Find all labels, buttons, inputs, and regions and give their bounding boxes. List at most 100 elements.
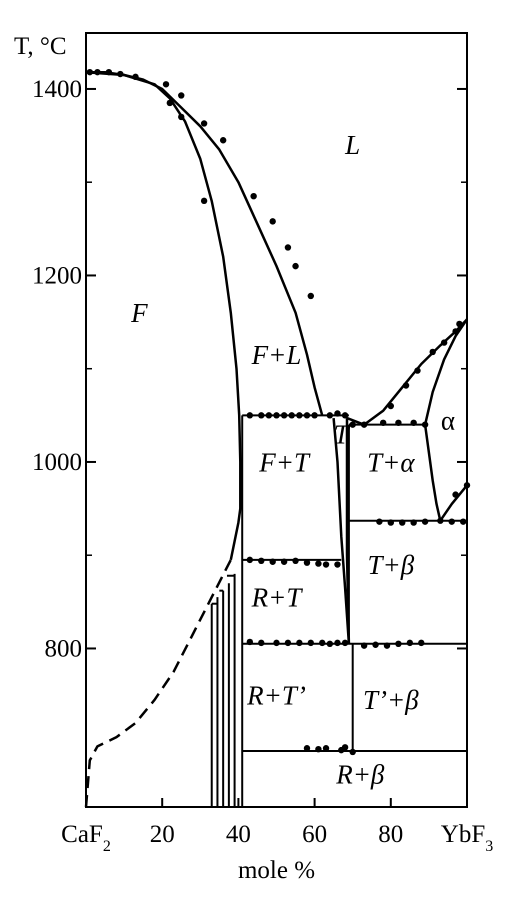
phase-label-8: T+β <box>367 550 414 580</box>
data-point-1 <box>94 68 101 76</box>
phase-label-9: R+T’ <box>246 680 306 710</box>
x-tick-label-subscript-0: 2 <box>103 838 111 855</box>
data-point-81 <box>341 744 349 751</box>
data-point-3 <box>117 70 124 78</box>
x-tick-label-3: 60 <box>302 821 327 848</box>
data-point-55 <box>280 558 288 565</box>
phase-boundary-8 <box>439 484 468 522</box>
data-point-60 <box>334 561 341 568</box>
data-point-42 <box>376 518 383 525</box>
data-point-67 <box>319 639 326 647</box>
phase-label-3: F+T <box>258 447 311 477</box>
data-point-58 <box>315 560 322 567</box>
data-point-16 <box>200 197 208 205</box>
y-tick-label-3: 1400 <box>32 76 82 103</box>
data-point-29 <box>349 421 356 428</box>
data-point-30 <box>360 421 368 428</box>
data-point-7 <box>200 120 208 127</box>
x-tick-label-2: 40 <box>226 821 251 848</box>
phase-label-6: α <box>441 405 455 435</box>
data-point-25 <box>311 412 318 419</box>
data-point-59 <box>322 561 330 568</box>
data-point-34 <box>421 421 429 428</box>
data-point-15 <box>178 113 185 121</box>
data-point-40 <box>452 328 459 335</box>
data-point-39 <box>440 339 448 346</box>
data-point-54 <box>269 558 276 565</box>
phase-boundary-1 <box>85 70 242 561</box>
data-point-75 <box>406 639 414 647</box>
phase-label-5: T+α <box>367 447 415 477</box>
data-point-17 <box>246 412 254 419</box>
data-point-8 <box>219 137 227 144</box>
data-point-37 <box>414 367 421 374</box>
data-point-78 <box>315 745 322 753</box>
data-point-0 <box>86 68 94 76</box>
data-point-48 <box>448 518 455 525</box>
y-axis-title: T, °C <box>14 33 67 60</box>
data-point-2 <box>105 68 113 76</box>
data-point-77 <box>303 745 311 752</box>
data-point-27 <box>334 410 341 417</box>
phase-label-11: R+β <box>335 760 385 790</box>
x-axis-title: mole % <box>238 857 315 884</box>
data-point-28 <box>341 412 349 419</box>
phase-labels: L F F+L F+T T T+α α R+T T+β R+T’ T’+β R+β <box>130 130 455 789</box>
data-point-10 <box>269 218 276 225</box>
data-point-56 <box>292 557 299 565</box>
data-point-35 <box>387 402 394 410</box>
data-point-70 <box>341 639 349 647</box>
data-point-4 <box>132 73 139 81</box>
data-point-66 <box>307 639 314 647</box>
data-point-53 <box>258 557 265 565</box>
data-point-52 <box>246 556 254 564</box>
data-point-63 <box>273 639 280 647</box>
data-point-69 <box>334 639 341 647</box>
data-point-19 <box>265 412 273 419</box>
phase-boundary-2 <box>84 559 232 808</box>
x-tick-label-1: 20 <box>150 821 175 848</box>
data-point-45 <box>410 519 417 526</box>
data-point-21 <box>280 412 288 419</box>
data-point-14 <box>166 99 174 107</box>
data-point-62 <box>258 639 265 647</box>
phase-label-1: F <box>130 298 148 328</box>
data-point-36 <box>402 382 410 389</box>
data-point-79 <box>322 745 330 752</box>
data-point-11 <box>284 244 292 251</box>
data-point-72 <box>372 641 379 648</box>
data-point-71 <box>360 642 368 649</box>
phase-boundary-6 <box>423 424 442 521</box>
data-point-74 <box>395 640 402 648</box>
plot-frame <box>85 32 468 808</box>
data-point-18 <box>258 412 265 419</box>
x-tick-labels: CaF2 20 40 60 80 YbF3 <box>61 821 493 855</box>
data-point-76 <box>418 639 425 647</box>
data-point-82 <box>349 748 356 756</box>
data-point-73 <box>383 642 391 649</box>
data-point-6 <box>178 92 185 99</box>
data-point-33 <box>410 419 417 426</box>
data-point-49 <box>459 518 467 525</box>
phase-boundary-7 <box>423 318 469 425</box>
data-point-64 <box>284 639 292 647</box>
data-point-61 <box>246 638 254 646</box>
data-point-13 <box>307 292 314 300</box>
phase-label-2: F+L <box>251 340 302 370</box>
data-point-9 <box>250 192 257 200</box>
phase-label-10: T’+β <box>363 685 419 715</box>
data-point-32 <box>395 419 402 426</box>
data-points <box>86 68 471 756</box>
data-point-23 <box>296 412 303 419</box>
y-tick-label-0: 800 <box>45 635 83 662</box>
data-point-20 <box>273 412 280 419</box>
data-point-22 <box>288 412 295 419</box>
phase-label-0: L <box>344 130 360 160</box>
axis-ticks <box>85 87 468 807</box>
data-point-65 <box>296 639 303 647</box>
phase-boundary-5 <box>346 318 468 426</box>
phase-boundary-3 <box>332 417 351 644</box>
y-tick-label-1: 1000 <box>32 449 82 476</box>
data-point-57 <box>303 559 311 566</box>
